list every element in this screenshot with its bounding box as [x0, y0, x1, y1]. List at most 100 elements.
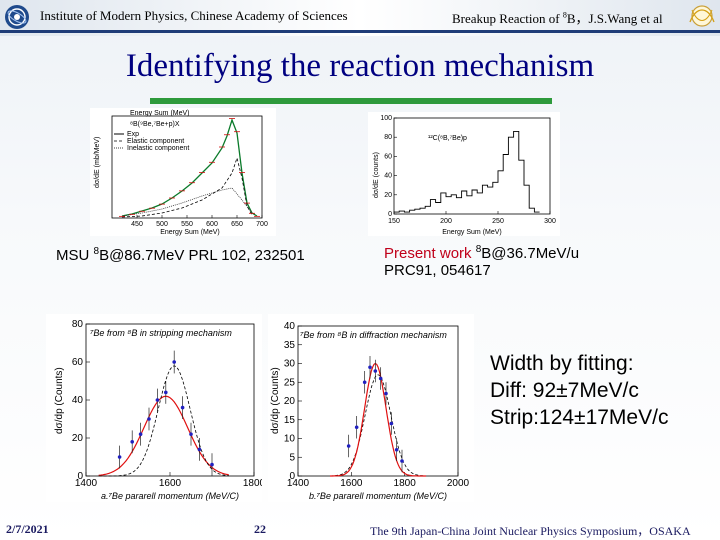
- diffraction-y-tick-label: 5: [289, 452, 295, 463]
- msu-x-label: Energy Sum (MeV): [160, 229, 220, 236]
- msu-exp-bin: [224, 134, 230, 136]
- present-sup: 8: [475, 244, 482, 255]
- stripping-fit-curve: [98, 395, 229, 476]
- stripping-point: [172, 360, 176, 364]
- diffraction-y-tick-label: 15: [284, 415, 296, 426]
- stripping-y-tick-label: 40: [72, 395, 84, 406]
- diffraction-y-tick-label: 0: [289, 471, 295, 482]
- present-x-tick-label: 250: [492, 218, 504, 225]
- present-y-tick-label: 100: [380, 115, 392, 122]
- present-y-tick-label: 80: [384, 134, 392, 141]
- msu-exp-bin: [249, 212, 255, 214]
- present-y-tick-label: 0: [388, 211, 392, 218]
- msu-legend: Exp Elastic component Inelastic componen…: [114, 131, 189, 152]
- talk-title-suffix: B，J.S.Wang et al: [566, 11, 663, 26]
- present-histogram: [394, 130, 540, 213]
- msu-exp-bin: [149, 207, 155, 209]
- talk-title-prefix: Breakup Reaction of: [452, 11, 563, 26]
- stripping-y-label: dσ/dp (Counts): [54, 367, 65, 434]
- present-figure: ¹²C(⁸B,⁷Be)p dσ/dE (counts) Energy Sum (…: [368, 112, 560, 236]
- present-y-tick-label: 60: [384, 153, 392, 160]
- diffraction-x-label: b.⁷Be pararell momentum (MeV/C): [309, 491, 447, 501]
- legend-elastic: Elastic component: [127, 138, 184, 145]
- diffraction-x-tick-label: 1600: [340, 478, 363, 489]
- msu-exp-bin: [119, 215, 125, 217]
- stripping-point: [210, 462, 214, 467]
- present-x-tick-label: 300: [544, 218, 556, 225]
- diffraction-y-tick-label: 10: [284, 434, 296, 445]
- diffraction-x-tick-label: 1400: [287, 478, 310, 489]
- msu-exp-bin: [239, 172, 245, 173]
- diffraction-point: [384, 391, 388, 396]
- msu-caption-suffix: B@86.7MeV PRL 102, 232501: [99, 247, 305, 264]
- title-underline: [150, 98, 552, 104]
- stripping-momentum-chart: ⁷Be from ⁸B in stripping mechanism dσ/dp…: [46, 314, 266, 502]
- present-ref: PRC91, 054617: [384, 262, 491, 279]
- msu-exp-bin: [244, 202, 250, 204]
- diffraction-fit-curve: [330, 362, 426, 477]
- msu-x-tick-label: 500: [156, 221, 168, 228]
- msu-exp-bin: [199, 172, 205, 173]
- fit-results: Width by fitting: Diff: 92±7MeV/c Strip:…: [490, 350, 668, 431]
- msu-x-tick-label: 450: [131, 221, 143, 228]
- msu-x-tick-label: 700: [256, 221, 268, 228]
- present-y-tick-label: 20: [384, 192, 392, 199]
- diffraction-x-tick-label: 2000: [447, 478, 470, 489]
- header-rule: [0, 30, 720, 33]
- msu-exp-bin: [179, 190, 185, 192]
- msu-exp-bin: [254, 215, 260, 217]
- msu-series-line: [121, 187, 253, 217]
- diffraction-momentum-chart: ⁷Be from ⁸B in diffraction mechanism dσ/…: [268, 314, 474, 502]
- msu-exp-bin: [159, 203, 165, 205]
- msu-exp-bin: [209, 161, 215, 163]
- diffraction-y-tick-label: 30: [284, 359, 296, 370]
- stripping-point: [117, 455, 122, 459]
- diffraction-model-curve: [330, 374, 426, 477]
- present-x-tick-label: 200: [440, 218, 452, 225]
- stripping-point: [147, 417, 151, 421]
- msu-exp-bin: [219, 146, 225, 148]
- diffraction-y-tick-label: 20: [284, 396, 296, 407]
- msu-exp-bin: [169, 197, 175, 199]
- stripping-point: [138, 432, 143, 436]
- stripping-x-tick-label: 1400: [75, 478, 98, 489]
- present-label: Present work: [384, 245, 476, 262]
- msu-x-tick-label: 600: [206, 221, 218, 228]
- diffraction-figure: ⁷Be from ⁸B in diffraction mechanism dσ/…: [268, 314, 474, 502]
- stripping-y-tick-label: 20: [72, 433, 84, 444]
- diffraction-y-label: dσ/dp (Counts): [270, 367, 281, 434]
- fit-heading: Width by fitting:: [490, 352, 634, 375]
- stripping-y-tick-label: 60: [72, 357, 84, 368]
- legend-exp: Exp: [127, 131, 139, 138]
- stripping-chart-title: ⁷Be from ⁸B in stripping mechanism: [90, 328, 232, 338]
- msu-exp-bin: [139, 210, 145, 212]
- stripping-point: [180, 405, 185, 410]
- msu-x-tick-label: 650: [231, 221, 243, 228]
- msu-y-label: dσ/dE (mb/MeV): [94, 137, 101, 188]
- diffraction-point: [394, 447, 399, 452]
- diffraction-point: [354, 425, 359, 430]
- stripping-x-label: a.⁷Be pararell momentum (MeV/C): [101, 491, 239, 501]
- msu-figure: Energy Sum (MeV) ⁸B(⁹Be,⁷Be+p)X Exp Elas…: [90, 108, 276, 236]
- diffraction-point: [346, 444, 351, 448]
- present-x-tick-label: 150: [388, 218, 400, 225]
- msu-energy-chart: Energy Sum (MeV) ⁸B(⁹Be,⁷Be+p)X Exp Elas…: [90, 108, 276, 236]
- diffraction-point: [378, 376, 383, 381]
- legend-inelastic: Inelastic component: [127, 145, 189, 152]
- msu-exp-bin: [189, 182, 195, 184]
- talk-title: Breakup Reaction of 8B，J.S.Wang et al: [452, 8, 663, 27]
- symposium-logo: [689, 5, 715, 27]
- msu-exp-bin: [229, 118, 235, 119]
- stripping-point: [197, 447, 202, 452]
- stripping-figure: ⁷Be from ⁸B in stripping mechanism dσ/dp…: [46, 314, 266, 502]
- diffraction-point: [368, 365, 372, 370]
- footer-conference: The 9th Japan-China Joint Nuclear Physic…: [370, 524, 691, 538]
- msu-caption-prefix: MSU: [56, 247, 94, 264]
- stripping-point: [189, 432, 193, 436]
- present-caption: Present work 8B@36.7MeV/u PRC91, 054617: [384, 244, 579, 279]
- diffraction-y-tick-label: 25: [284, 377, 296, 388]
- cas-logo: [5, 5, 29, 29]
- present-suffix: B@36.7MeV/u: [481, 245, 580, 262]
- msu-caption: MSU 8B@86.7MeV PRL 102, 232501: [56, 246, 305, 264]
- stripping-x-tick-label: 1800: [243, 478, 262, 489]
